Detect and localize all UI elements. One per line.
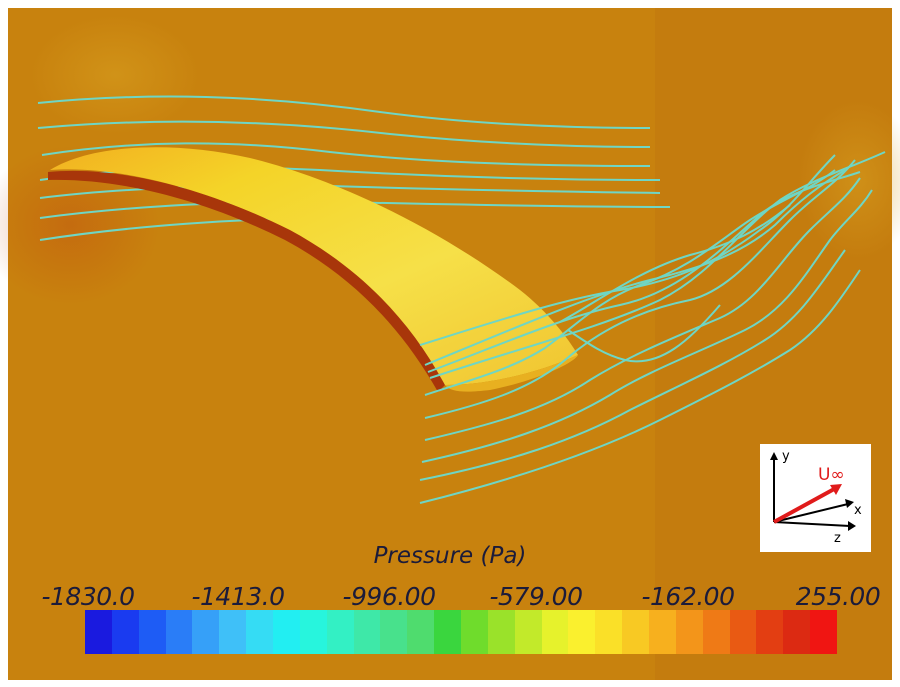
z-axis-label: z (834, 531, 841, 546)
colorbar-swatch (541, 610, 569, 654)
colorbar-swatch (326, 610, 354, 654)
streamline (559, 204, 791, 323)
colorbar-tick: -162.00 (641, 582, 736, 611)
streamline (424, 159, 856, 419)
colorbar-swatch (407, 610, 435, 654)
streamline (37, 120, 651, 148)
colorbar-swatch (702, 610, 730, 654)
streamline (41, 142, 651, 167)
colorbar-swatch (192, 610, 220, 654)
colorbar-swatch (514, 610, 542, 654)
streamline (419, 154, 836, 346)
colorbar-swatch (729, 610, 757, 654)
colorbar-swatch (299, 610, 327, 654)
colorbar-swatch (675, 610, 703, 654)
colorbar-swatch (353, 610, 381, 654)
colorbar-swatch (595, 610, 623, 654)
streamline (424, 169, 836, 396)
colorbar-swatch (219, 610, 247, 654)
streamline (37, 95, 651, 129)
colorbar-swatch (111, 610, 139, 654)
flow-vector (773, 486, 837, 524)
streamline (421, 189, 873, 463)
colorbar-tick: -996.00 (342, 582, 437, 611)
streamline (419, 249, 846, 481)
colorbar-swatch (783, 610, 811, 654)
colorbar-swatch (380, 610, 408, 654)
streamline (424, 169, 846, 366)
colorbar-tick: -579.00 (489, 582, 584, 611)
colorbar-swatch (434, 610, 462, 654)
x-axis-line (773, 503, 849, 523)
colorbar-swatch (568, 610, 596, 654)
colorbar-tick: -1830.0 (41, 582, 136, 611)
blade (48, 147, 578, 392)
colorbar-swatch (810, 610, 838, 654)
colorbar-swatch (273, 610, 300, 654)
blade-shadow-edge (48, 170, 445, 392)
colorbar-swatch (487, 610, 515, 654)
flow-vector-arrowhead (830, 484, 842, 495)
axes-indicator: y x z U∞ (760, 444, 871, 552)
colorbar-swatch (246, 610, 274, 654)
colorbar-swatch (85, 610, 112, 654)
flow-label: U∞ (818, 465, 845, 485)
streamline (419, 269, 861, 504)
colorbar-swatch (138, 610, 166, 654)
colorbar-swatch (622, 610, 650, 654)
blade-tip (445, 355, 578, 392)
colorbar-swatch (165, 610, 193, 654)
colorbar-title: Pressure (Pa) (373, 543, 527, 569)
colorbar-swatch (461, 610, 488, 654)
colorbar-swatch (756, 610, 784, 654)
pressure-zone-right (798, 100, 900, 260)
colorbar-tick: -1413.0 (191, 582, 286, 611)
high-pressure-zone-top (30, 15, 200, 135)
streamline (429, 151, 886, 379)
axes-indicator-graphic: y x z U∞ (770, 449, 862, 546)
x-axis-label: x (854, 503, 862, 518)
z-axis-arrowhead (848, 521, 856, 531)
blade-surface (50, 147, 578, 385)
colorbar-tick: 255.00 (795, 582, 881, 611)
pressure-colorbar (85, 610, 838, 654)
y-axis-arrowhead (770, 452, 778, 460)
y-axis-label: y (782, 449, 790, 464)
x-axis-arrowhead (845, 499, 854, 508)
streamline (567, 304, 721, 363)
colorbar-swatch (649, 610, 676, 654)
z-axis-line (773, 521, 851, 527)
streamlines-downstream (419, 159, 873, 504)
